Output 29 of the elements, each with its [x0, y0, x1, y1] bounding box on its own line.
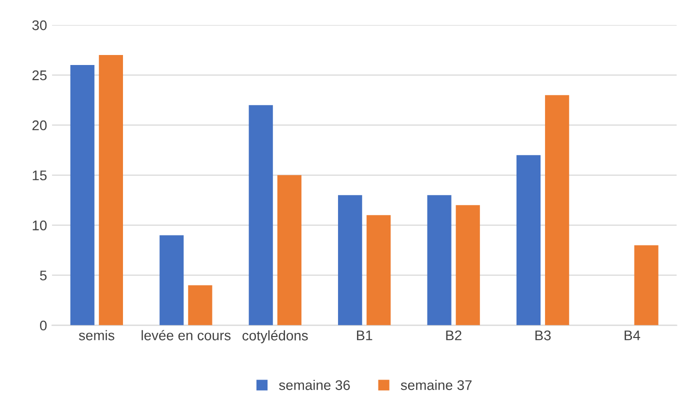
x-tick-label: B1 [356, 330, 372, 340]
y-tick-label: 15 [32, 170, 47, 180]
bar [70, 65, 94, 326]
bar [188, 285, 212, 326]
bar [456, 205, 480, 326]
bar [248, 105, 273, 326]
bar [634, 245, 658, 326]
x-tick-label: B2 [446, 330, 462, 340]
bar [545, 95, 570, 326]
y-tick-label: 5 [40, 270, 47, 280]
bar [366, 215, 391, 326]
y-tick-label: 30 [32, 20, 47, 30]
y-tick-label: 0 [40, 320, 47, 330]
x-tick-label: levée en cours [142, 330, 231, 340]
x-tick-label: B3 [535, 330, 551, 340]
y-tick-label: 10 [32, 220, 47, 230]
legend-label: semaine 36 [279, 380, 350, 390]
bar [160, 235, 184, 326]
legend-label: semaine 37 [400, 380, 472, 390]
bar [338, 195, 362, 326]
y-tick-label: 25 [32, 70, 47, 80]
bar [516, 155, 541, 326]
x-tick-label: cotylédons [242, 330, 308, 344]
bar [427, 195, 452, 326]
x-tick-label: semis [78, 330, 114, 340]
bar [98, 55, 123, 326]
x-tick-label: B4 [624, 330, 640, 340]
bar [277, 175, 302, 326]
y-tick-label: 20 [32, 120, 47, 130]
